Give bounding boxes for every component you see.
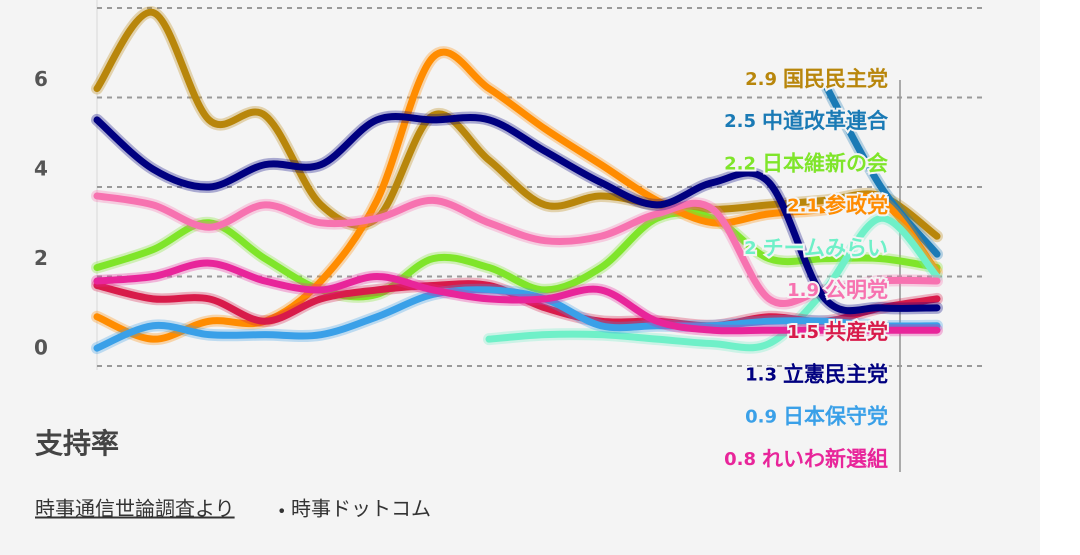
line bbox=[93, 113, 941, 315]
series-name: 日本保守党 bbox=[783, 405, 888, 429]
y-tick-label: 0 bbox=[34, 336, 48, 360]
source-site: 時事ドットコム bbox=[291, 497, 431, 521]
series-name: 公明党 bbox=[825, 278, 888, 302]
line bbox=[485, 214, 941, 352]
series-value: 1.5 bbox=[787, 322, 819, 343]
source-link[interactable]: 時事通信世論調査より bbox=[35, 497, 235, 521]
series-name: れいわ新選組 bbox=[762, 447, 888, 471]
series-name: 日本維新の会 bbox=[762, 151, 888, 175]
series-label: 0.9 日本保守党 bbox=[745, 405, 888, 429]
y-label: 支持率 bbox=[35, 427, 119, 460]
separator: • bbox=[277, 502, 286, 521]
series-name: 参政党 bbox=[825, 194, 888, 218]
series-value: 2.1 bbox=[787, 196, 819, 217]
line bbox=[93, 209, 941, 301]
series-value: 2.5 bbox=[724, 111, 756, 132]
series-label: 0.8 れいわ新選組 bbox=[724, 447, 888, 471]
y-tick-label: 2 bbox=[34, 246, 48, 270]
series-name: 共産党 bbox=[825, 320, 888, 344]
line bbox=[93, 259, 941, 335]
series-label: 1.3 立憲民主党 bbox=[745, 362, 888, 386]
line bbox=[821, 80, 941, 258]
series-label: 2.5 中道改革連合 bbox=[724, 109, 889, 133]
line bbox=[93, 192, 941, 307]
series-value: 1.3 bbox=[745, 364, 777, 385]
series-name: チームみらい bbox=[763, 236, 888, 260]
series-value: 0.8 bbox=[724, 449, 756, 470]
series-value: 0.9 bbox=[745, 407, 777, 428]
series-label: 2.9 国民民主党 bbox=[745, 67, 888, 91]
y-tick-label: 4 bbox=[34, 157, 48, 181]
series-label: 2.1 参政党 bbox=[787, 194, 888, 218]
series-name: 国民民主党 bbox=[783, 67, 888, 91]
series-value: 2.2 bbox=[724, 153, 756, 174]
series-name: 中道改革連合 bbox=[762, 109, 889, 133]
series-value: 1.9 bbox=[787, 280, 819, 301]
series-value: 2 bbox=[744, 238, 757, 259]
series-label: 2.2 日本維新の会 bbox=[724, 151, 888, 175]
series-label: 1.5 共産党 bbox=[787, 320, 888, 344]
line bbox=[93, 286, 941, 352]
y-tick-label: 6 bbox=[34, 67, 48, 91]
series-label: 2 チームみらい bbox=[744, 236, 888, 260]
series-label: 1.9 公明党 bbox=[787, 278, 888, 302]
series-name: 立憲民主党 bbox=[783, 362, 888, 386]
right-margin bbox=[1040, 0, 1080, 555]
series-value: 2.9 bbox=[745, 69, 777, 90]
